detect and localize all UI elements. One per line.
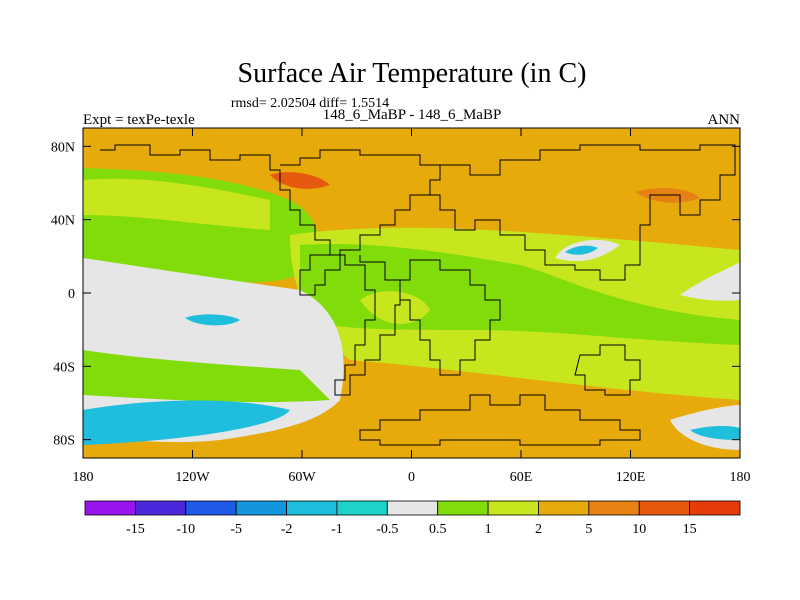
field-band-lime-tropics bbox=[83, 178, 270, 230]
x-tick-label: 180 bbox=[730, 470, 751, 485]
coastline-antarctica bbox=[359, 394, 641, 446]
map-area bbox=[83, 128, 740, 458]
colorbar: -15 -10 -5 -2 -1 -0.5 0.5 1 2 5 10 15 bbox=[84, 500, 741, 537]
y-tick-label: 0 bbox=[68, 287, 75, 302]
x-tick-label: 120W bbox=[175, 470, 210, 485]
y-tick-label: 80S bbox=[53, 434, 75, 449]
colorbar-label: 15 bbox=[683, 522, 697, 537]
colorbar-swatch bbox=[286, 500, 338, 516]
y-tick-label: 80N bbox=[51, 140, 75, 155]
x-tick-label: 180 bbox=[73, 470, 94, 485]
colorbar-swatch bbox=[235, 500, 287, 516]
x-axis: 180 120W 60W 0 60E 120E 180 bbox=[73, 128, 751, 485]
coastline-australia bbox=[574, 344, 641, 396]
colorbar-label: -10 bbox=[176, 522, 195, 537]
y-axis: 80N 40N 0 40S 80S bbox=[51, 140, 740, 449]
field-patch-cyan-asia bbox=[565, 245, 598, 255]
colorbar-label: -2 bbox=[281, 522, 293, 537]
colorbar-label: 0.5 bbox=[429, 522, 447, 537]
colorbar-swatch bbox=[638, 500, 691, 516]
period-label: ANN bbox=[708, 112, 741, 128]
colorbar-swatch bbox=[134, 500, 187, 516]
colorbar-label: -1 bbox=[331, 522, 343, 537]
x-tick-label: 60W bbox=[288, 470, 316, 485]
colorbar-swatch bbox=[84, 500, 136, 516]
coastline-eurasia bbox=[430, 144, 736, 281]
colorbar-swatch bbox=[336, 500, 388, 516]
experiment-label: Expt = texPe-texle bbox=[83, 112, 195, 128]
chart-subtitle: rmsd= 2.02504 diff= 1.5514 bbox=[231, 96, 389, 111]
colorbar-swatch bbox=[538, 500, 590, 516]
colorbar-swatch bbox=[588, 500, 640, 516]
field-patch-white-east bbox=[680, 262, 740, 301]
coastline-africa bbox=[399, 259, 501, 376]
field-patch-cyan-pacific bbox=[185, 314, 240, 326]
colorbar-swatch bbox=[487, 500, 539, 516]
chart-title: Surface Air Temperature (in C) bbox=[238, 58, 587, 89]
field-band-green-south bbox=[83, 350, 330, 403]
y-tick-label: 40S bbox=[53, 360, 75, 375]
x-tick-label: 0 bbox=[408, 470, 415, 485]
coastline-north-america bbox=[100, 144, 441, 296]
colorbar-label: 5 bbox=[585, 522, 592, 537]
field-patch-cyan-southeast bbox=[690, 425, 740, 440]
x-tick-label: 120E bbox=[616, 470, 646, 485]
colorbar-label: 1 bbox=[485, 522, 492, 537]
colorbar-label: -5 bbox=[230, 522, 242, 537]
colorbar-swatch bbox=[689, 500, 741, 516]
colorbar-label: -0.5 bbox=[376, 522, 398, 537]
colorbar-swatch bbox=[386, 500, 439, 516]
field-band-cyan-south bbox=[83, 400, 290, 445]
colorbar-label: 2 bbox=[535, 522, 542, 537]
colorbar-label: -15 bbox=[126, 522, 145, 537]
field-patch-orange-north-america bbox=[270, 172, 330, 189]
y-tick-label: 40N bbox=[51, 214, 75, 229]
colorbar-swatch bbox=[437, 500, 489, 516]
x-tick-label: 60E bbox=[510, 470, 533, 485]
comparison-label: 148_6_MaBP - 148_6_MaBP bbox=[323, 107, 502, 123]
colorbar-label: 10 bbox=[632, 522, 646, 537]
colorbar-swatch bbox=[185, 500, 237, 516]
coastlines bbox=[100, 144, 736, 446]
